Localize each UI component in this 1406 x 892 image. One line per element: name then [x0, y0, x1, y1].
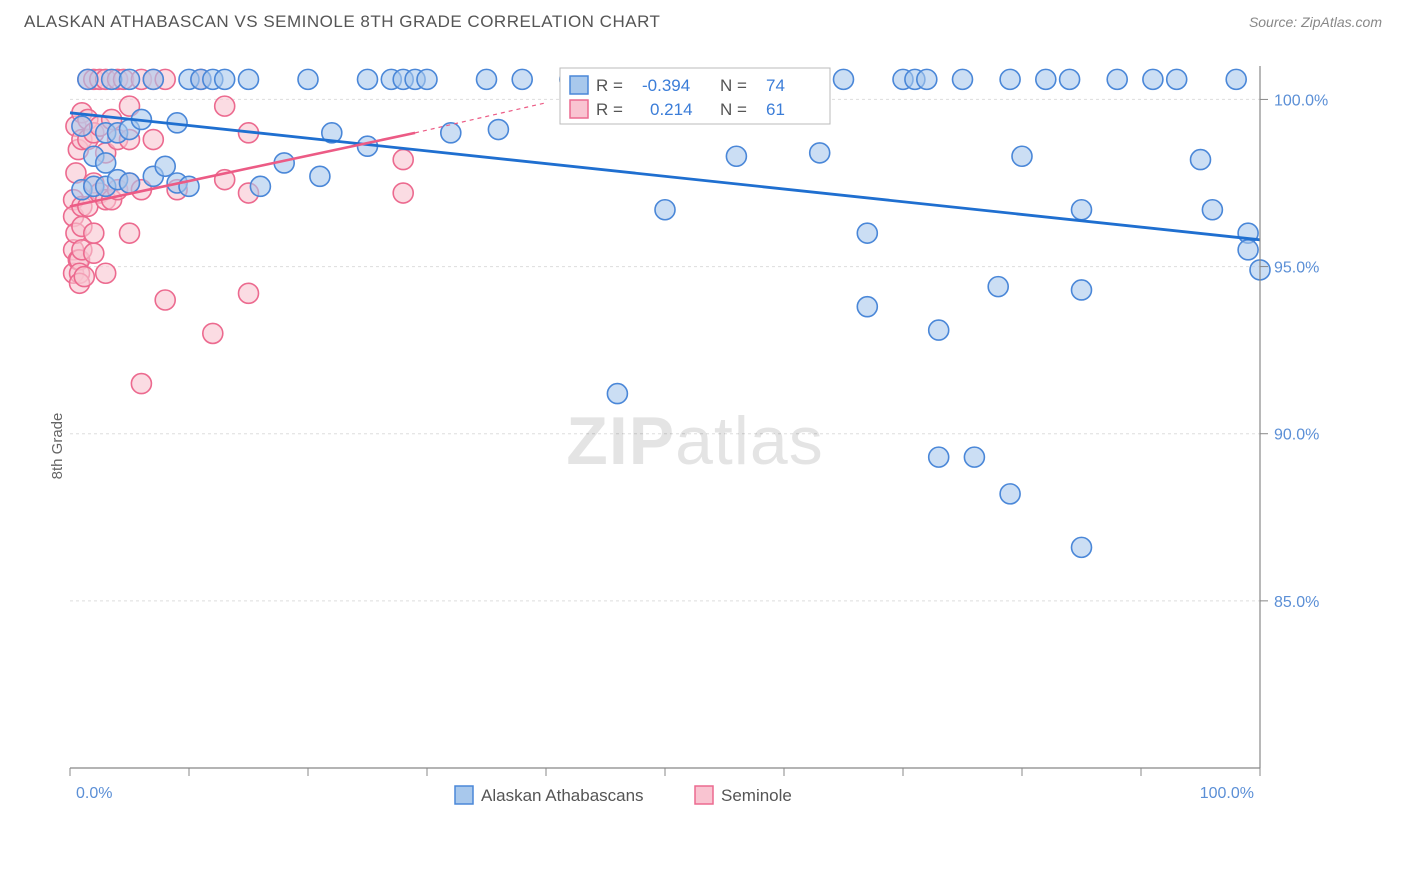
svg-text:-0.394: -0.394 — [642, 76, 690, 95]
data-point — [929, 447, 949, 467]
data-point — [1107, 69, 1127, 89]
scatter-chart: 0.0% 100.0% 85.0% 90.0% 95.0% 100.0% R = -0.394… — [60, 56, 1330, 826]
data-point — [441, 123, 461, 143]
trendline-blue — [70, 113, 1260, 240]
data-point — [988, 277, 1008, 297]
data-point — [1202, 200, 1222, 220]
data-point — [1226, 69, 1246, 89]
trendline-pink-extrapolated — [415, 103, 546, 133]
data-point — [477, 69, 497, 89]
data-point — [1167, 69, 1187, 89]
data-point — [857, 297, 877, 317]
data-point — [215, 69, 235, 89]
data-point — [78, 69, 98, 89]
data-point — [1000, 484, 1020, 504]
data-point — [155, 156, 175, 176]
data-point — [417, 69, 437, 89]
data-point — [120, 69, 140, 89]
data-point — [239, 69, 259, 89]
chart-title: ALASKAN ATHABASCAN VS SEMINOLE 8TH GRADE… — [24, 12, 660, 32]
stats-swatch-blue — [570, 76, 588, 94]
data-point — [512, 69, 532, 89]
data-point — [834, 69, 854, 89]
data-point — [726, 146, 746, 166]
data-point — [810, 143, 830, 163]
data-point — [143, 69, 163, 89]
legend-swatch-pink — [695, 786, 713, 804]
data-point — [953, 69, 973, 89]
y-tick-label: 100.0% — [1274, 92, 1328, 109]
chart-source: Source: ZipAtlas.com — [1249, 14, 1382, 30]
stats-swatch-pink — [570, 100, 588, 118]
data-point — [155, 290, 175, 310]
data-point — [239, 283, 259, 303]
data-point — [964, 447, 984, 467]
chart-svg: 0.0% 100.0% 85.0% 90.0% 95.0% 100.0% R = -0.394… — [60, 56, 1330, 826]
data-point — [1072, 280, 1092, 300]
data-point — [917, 69, 937, 89]
svg-text:R =: R = — [596, 100, 623, 119]
data-point — [393, 150, 413, 170]
data-point — [1072, 200, 1092, 220]
data-point — [298, 69, 318, 89]
data-point — [84, 223, 104, 243]
data-point — [120, 173, 140, 193]
data-point — [203, 323, 223, 343]
svg-text:74: 74 — [766, 76, 785, 95]
data-point — [1012, 146, 1032, 166]
data-point — [96, 263, 116, 283]
y-tick-label: 90.0% — [1274, 427, 1319, 444]
data-point — [74, 267, 94, 287]
data-point — [1191, 150, 1211, 170]
x-tick-label: 100.0% — [1200, 785, 1254, 802]
data-point — [310, 166, 330, 186]
data-point — [1238, 240, 1258, 260]
y-tick-label: 85.0% — [1274, 594, 1319, 611]
legend-label-pink: Seminole — [721, 786, 792, 805]
data-point — [102, 69, 122, 89]
chart-header: ALASKAN ATHABASCAN VS SEMINOLE 8TH GRADE… — [0, 0, 1406, 40]
data-point — [1000, 69, 1020, 89]
data-point — [857, 223, 877, 243]
data-point — [358, 69, 378, 89]
data-point — [143, 130, 163, 150]
legend-swatch-blue — [455, 786, 473, 804]
data-point — [72, 116, 92, 136]
x-tick-label: 0.0% — [76, 785, 112, 802]
svg-text:R =: R = — [596, 76, 623, 95]
data-point — [1143, 69, 1163, 89]
data-point — [607, 384, 627, 404]
data-point — [120, 223, 140, 243]
data-point — [655, 200, 675, 220]
svg-text:61: 61 — [766, 100, 785, 119]
y-tick-label: 95.0% — [1274, 260, 1319, 277]
svg-text:0.214: 0.214 — [650, 100, 693, 119]
data-point — [96, 153, 116, 173]
legend-label-blue: Alaskan Athabascans — [481, 786, 644, 805]
data-point — [131, 374, 151, 394]
data-point — [393, 183, 413, 203]
data-point — [488, 120, 508, 140]
svg-text:N =: N = — [720, 76, 747, 95]
data-point — [1060, 69, 1080, 89]
data-point — [1036, 69, 1056, 89]
svg-text:N =: N = — [720, 100, 747, 119]
data-point — [929, 320, 949, 340]
data-point — [215, 96, 235, 116]
data-point — [84, 243, 104, 263]
data-point — [1072, 537, 1092, 557]
data-point — [250, 176, 270, 196]
